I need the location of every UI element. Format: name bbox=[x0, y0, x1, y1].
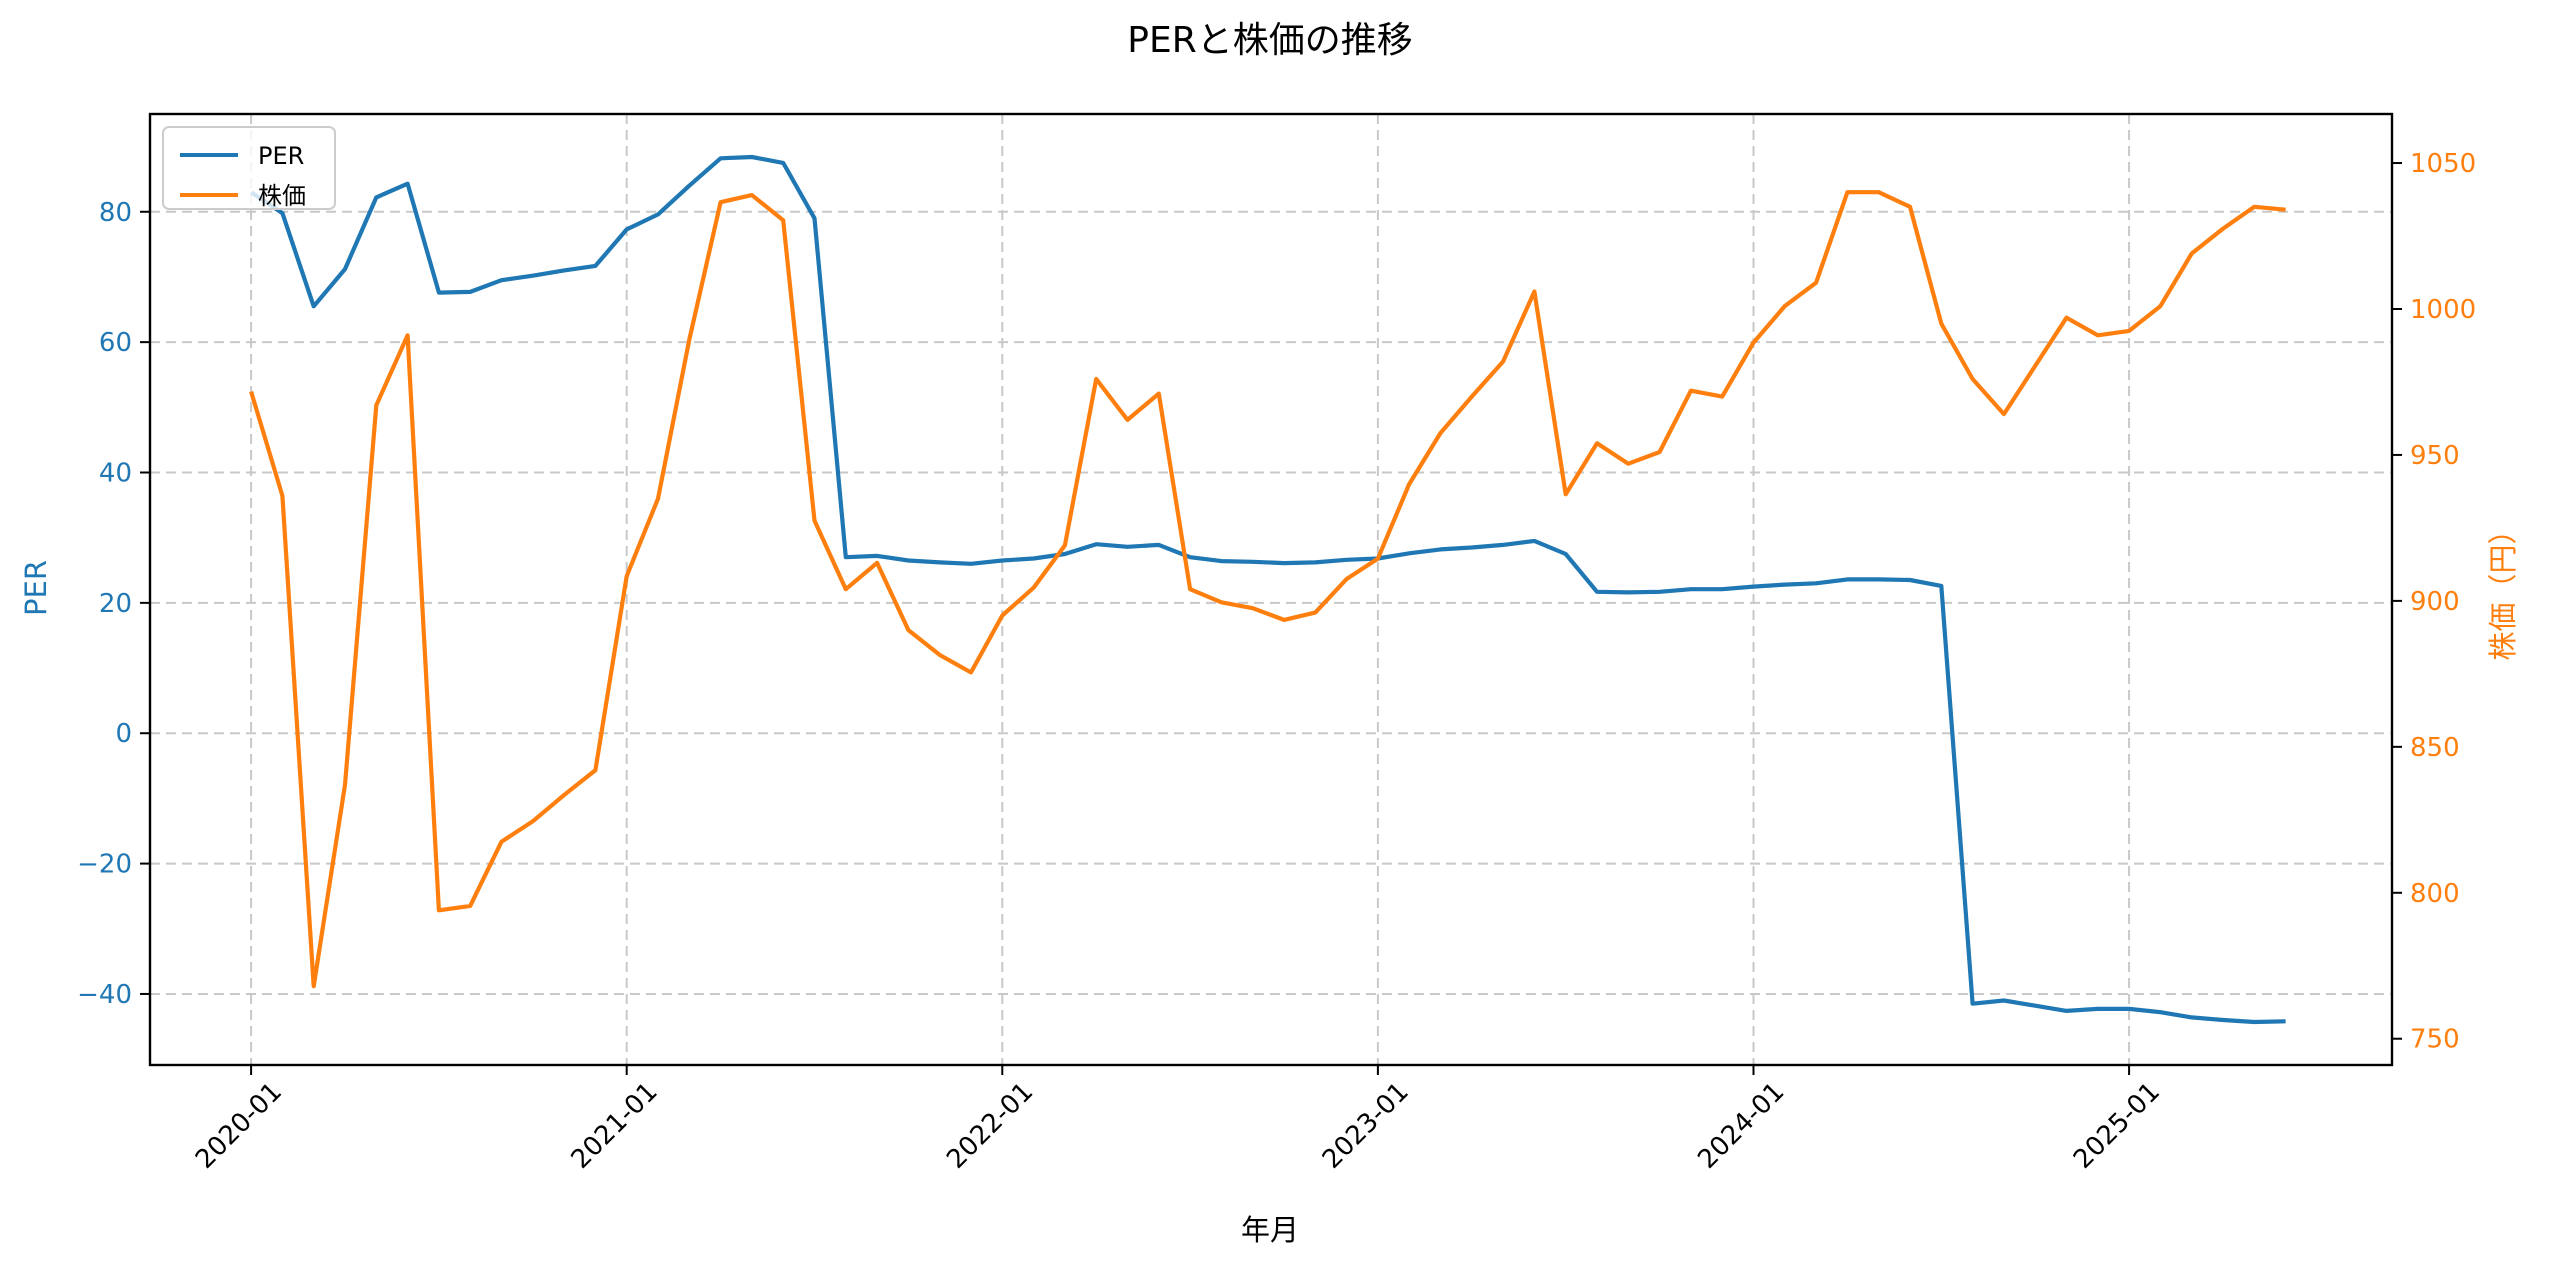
legend-box bbox=[162, 126, 336, 210]
y-right-tick-label: 750 bbox=[2410, 1025, 2460, 1055]
y-left-tick-label: 80 bbox=[99, 198, 132, 228]
y-right-tick-label: 950 bbox=[2410, 441, 2460, 471]
y-left-tick-label: 0 bbox=[115, 719, 132, 749]
per-line bbox=[249, 154, 2286, 1025]
legend-label-per: PER bbox=[258, 142, 304, 170]
price-line bbox=[249, 190, 2286, 989]
chart-title: PERと株価の推移 bbox=[1127, 20, 1412, 61]
legend-label-price: 株価 bbox=[258, 182, 306, 210]
y-left-tick-label: 40 bbox=[99, 458, 132, 488]
y-right-tick-label: 1050 bbox=[2410, 149, 2476, 179]
plot-frame bbox=[148, 112, 2394, 1067]
y-left-tick-label: 60 bbox=[99, 328, 132, 358]
x-tick-label: 2021-01 bbox=[566, 1077, 664, 1175]
legend: PER 株価 bbox=[162, 126, 336, 210]
x-tick-label: 2020-01 bbox=[190, 1077, 288, 1175]
y-right-tick-label: 900 bbox=[2410, 587, 2460, 617]
y-right-tick-label: 850 bbox=[2410, 733, 2460, 763]
y-right-tick-label: 1000 bbox=[2410, 295, 2476, 325]
x-tick-label: 2023-01 bbox=[1317, 1077, 1415, 1175]
x-tick-label: 2024-01 bbox=[1692, 1077, 1790, 1175]
y-axis-left: −40 −20 0 20 40 60 80 bbox=[77, 198, 150, 1010]
series-lines bbox=[249, 154, 2286, 1025]
y-right-tick-label: 800 bbox=[2410, 879, 2460, 909]
x-axis: 2020-01 2021-01 2022-01 2023-01 2024-01 2025-… bbox=[190, 1065, 2166, 1175]
y-left-tick-label: −20 bbox=[77, 850, 132, 880]
y-axis-right-label: 株価（円） bbox=[2486, 515, 2520, 660]
x-tick-label: 2022-01 bbox=[941, 1077, 1039, 1175]
y-axis-right: 750 800 850 900 950 1000 1050 bbox=[2392, 149, 2476, 1055]
y-axis-left-label: PER bbox=[19, 560, 53, 616]
x-axis-label: 年月 bbox=[1241, 1213, 1299, 1247]
y-left-tick-label: 20 bbox=[99, 589, 132, 619]
x-tick-label: 2025-01 bbox=[2068, 1077, 2166, 1175]
grid bbox=[150, 114, 2392, 1065]
y-left-tick-label: −40 bbox=[77, 980, 132, 1010]
